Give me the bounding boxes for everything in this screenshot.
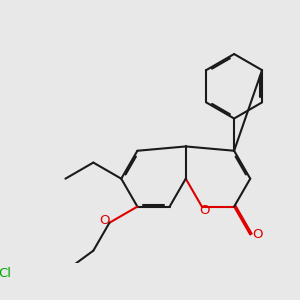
Text: O: O (199, 204, 210, 217)
Text: Cl: Cl (0, 267, 11, 280)
Text: O: O (99, 214, 110, 227)
Text: O: O (252, 228, 262, 241)
